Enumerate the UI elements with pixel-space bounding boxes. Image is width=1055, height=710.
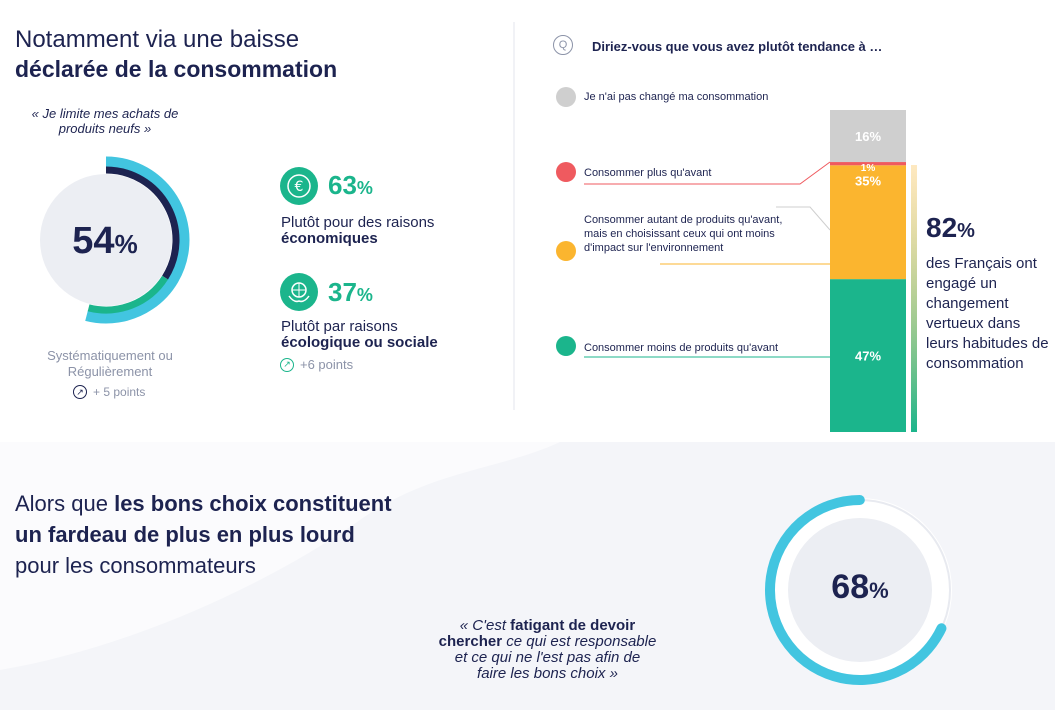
highlight-text: des Français ont engagé un changement ve… [926,255,1049,372]
section-title-line1: Notamment via une baisse [15,26,300,53]
legend-label-same-2: mais en choisissant ceux qui ont moins [584,228,775,240]
donut68-value: 68% [831,568,889,606]
bar-label-less: 47% [855,349,881,364]
reason1-label: Plutôt pour des raisons [281,214,435,231]
legend-dot-more [556,162,576,182]
legend-dot-same [556,241,576,261]
bottom-title: Alors que les bons choix constituent un … [15,491,392,578]
section-title-line2: déclarée de la consommation [15,56,338,82]
bar-label-more: 1% [861,163,876,174]
bar-segment-same [830,165,906,280]
legend-dot-unchanged [556,87,576,107]
legend-dot-less [556,336,576,356]
bar-segment-more [830,162,906,166]
legend-label-same-1: Consommer autant de produits qu'avant, [584,214,783,226]
stacked-bar-chart: 47% 35%1% 16% [584,110,917,432]
donut-evolution: ↗ + 5 points [73,385,145,399]
trend-up-icon: ↗ [73,385,87,399]
donut-chart-68 [765,495,952,685]
globe-hands-icon [280,273,318,311]
bar-label-same: 35% [855,173,881,188]
donut-quote: « Je limite mes achats de produits neufs… [31,106,179,136]
question-text: Diriez-vous que vous avez plutôt tendanc… [592,39,883,54]
highlight-side-bar [911,165,917,432]
donut-caption: Systématiquement ou Régulièrement [47,348,173,379]
bar-label-unchanged: 16% [855,129,881,144]
bottom-quote: « C'est fatigant de devoir chercher ce q… [438,617,657,682]
legend-label-more: Consommer plus qu'avant [584,167,712,179]
question-icon: Q [553,35,573,55]
legend-label-same-3: d'impact sur l'environnement [584,242,724,254]
reason1-bold: économiques [281,230,378,247]
bar-segment-less [830,279,906,432]
legend-label-less: Consommer moins de produits qu'avant [584,342,779,354]
bar-segment-unchanged [830,110,906,163]
euro-icon: € [280,167,318,205]
connector-line-more [584,161,831,185]
reason2-evolution: ↗ +6 points [280,357,353,372]
trend-up-icon: ↗ [280,357,294,372]
donut-value: 54% [72,220,138,262]
reason2-bold: écologique ou sociale [281,334,438,351]
legend-label-unchanged: Je n'ai pas changé ma consommation [584,91,769,103]
connector-line-unchanged [776,206,831,231]
highlight-pct: 82% [926,212,975,243]
reason2-pct: 37% [328,277,373,307]
reason1-pct: 63% [328,170,373,200]
svg-text:€: € [295,179,304,195]
donut-chart-54 [40,156,190,324]
reason2-label: Plutôt par raisons [281,318,398,335]
